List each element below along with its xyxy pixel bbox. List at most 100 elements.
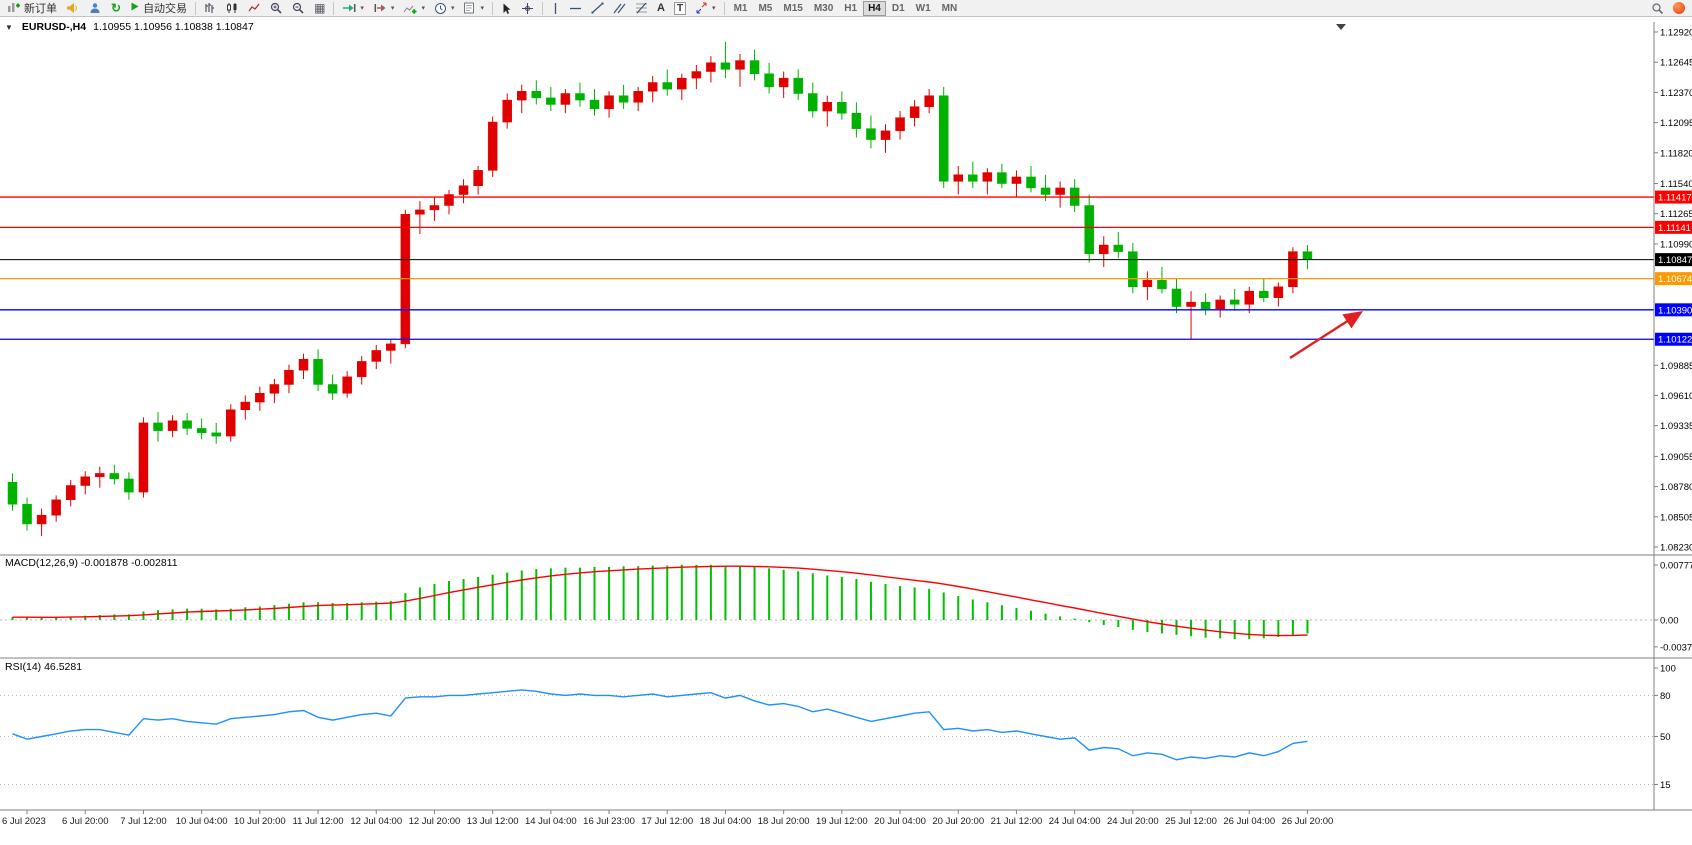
candle[interactable]: [793, 69, 803, 101]
indicators-icon[interactable]: ▾: [399, 0, 429, 17]
period-clock-icon[interactable]: ▾: [430, 0, 459, 17]
timeframe-h1[interactable]: H1: [839, 1, 862, 16]
candle[interactable]: [240, 395, 251, 420]
timeframe-m15[interactable]: M15: [778, 1, 807, 16]
candle[interactable]: [1186, 291, 1196, 340]
auto-scroll-icon[interactable]: ▾: [338, 0, 368, 17]
candle[interactable]: [575, 82, 585, 107]
candle[interactable]: [298, 353, 309, 379]
candle[interactable]: [342, 371, 352, 398]
one-click-trading-toggle[interactable]: ▼: [5, 22, 13, 32]
time-axis[interactable]: [0, 810, 1692, 845]
candle[interactable]: [633, 86, 643, 112]
refresh-icon[interactable]: ↻: [111, 1, 122, 15]
candle[interactable]: [691, 64, 702, 90]
chart-canvas[interactable]: 0.0077750.00-0.0037971008050151.114171.1…: [0, 17, 1692, 845]
candle[interactable]: [1288, 247, 1298, 294]
zoom-out-icon[interactable]: [288, 0, 309, 17]
candle[interactable]: [429, 196, 440, 221]
candle[interactable]: [458, 179, 469, 204]
candle[interactable]: [808, 82, 818, 118]
cursor-icon[interactable]: [497, 0, 516, 17]
trend-arrow[interactable]: [1289, 311, 1364, 360]
bar-chart-icon[interactable]: [200, 0, 221, 17]
candle[interactable]: [313, 349, 323, 392]
candle[interactable]: [604, 91, 614, 118]
candle[interactable]: [65, 480, 76, 507]
arrows-tool-icon[interactable]: ▾: [691, 0, 720, 17]
tile-windows-icon[interactable]: ▦: [314, 1, 326, 15]
timeframe-m30[interactable]: M30: [809, 1, 838, 16]
candle[interactable]: [968, 161, 978, 188]
candle[interactable]: [182, 413, 192, 436]
timeframe-h4[interactable]: H4: [863, 0, 886, 16]
candle[interactable]: [706, 56, 716, 83]
candle[interactable]: [982, 168, 993, 195]
candle[interactable]: [647, 75, 658, 103]
candle[interactable]: [444, 190, 454, 215]
candle[interactable]: [1157, 266, 1167, 294]
line-chart-icon[interactable]: [244, 0, 265, 17]
candle[interactable]: [1055, 181, 1065, 208]
fibonacci-tool-icon[interactable]: [631, 0, 652, 17]
candle[interactable]: [895, 111, 905, 140]
macd-histogram[interactable]: [11, 564, 1309, 640]
candle[interactable]: [153, 411, 163, 442]
notification-badge[interactable]: [1673, 2, 1685, 14]
timeframe-d1[interactable]: D1: [887, 1, 910, 16]
candle[interactable]: [546, 86, 556, 112]
candle[interactable]: [1302, 245, 1313, 270]
candlestick-chart-icon[interactable]: [222, 0, 243, 17]
candle[interactable]: [589, 89, 600, 116]
candle[interactable]: [502, 93, 512, 129]
candle[interactable]: [269, 378, 280, 404]
candle[interactable]: [764, 62, 774, 94]
candle[interactable]: [938, 86, 949, 188]
rsi-line[interactable]: [12, 689, 1308, 761]
candle[interactable]: [662, 69, 672, 96]
autotrading-button[interactable]: 自动交易: [126, 0, 191, 17]
candle[interactable]: [1200, 293, 1211, 316]
candle[interactable]: [487, 116, 498, 177]
candle[interactable]: [924, 89, 934, 114]
candle[interactable]: [1084, 194, 1094, 263]
candle[interactable]: [749, 49, 760, 81]
timeframe-m5[interactable]: M5: [753, 1, 777, 16]
candle[interactable]: [822, 95, 833, 127]
candle[interactable]: [531, 80, 542, 105]
candle[interactable]: [560, 89, 571, 114]
candle[interactable]: [386, 339, 396, 364]
candle[interactable]: [226, 404, 236, 442]
candle[interactable]: [95, 466, 105, 488]
candle[interactable]: [138, 417, 149, 498]
trendline-tool-icon[interactable]: [587, 0, 608, 17]
candle[interactable]: [1215, 295, 1225, 318]
candle[interactable]: [1229, 288, 1240, 311]
candle[interactable]: [735, 53, 745, 87]
text-tool-icon[interactable]: A: [656, 2, 665, 14]
candle[interactable]: [327, 374, 338, 400]
candle[interactable]: [909, 100, 920, 127]
candle[interactable]: [953, 165, 963, 195]
profile-icon[interactable]: [85, 0, 106, 17]
candle[interactable]: [677, 73, 687, 101]
candle[interactable]: [167, 415, 178, 438]
label-tool-icon[interactable]: T: [670, 0, 690, 17]
candle[interactable]: [1259, 277, 1269, 303]
candle[interactable]: [1244, 286, 1254, 314]
candles-layer[interactable]: [7, 41, 1313, 537]
candle[interactable]: [866, 115, 876, 149]
candle[interactable]: [851, 102, 862, 138]
price-axis[interactable]: [1654, 22, 1692, 810]
candle[interactable]: [1011, 170, 1022, 197]
candle[interactable]: [720, 41, 731, 79]
chart-shift-icon[interactable]: ▾: [369, 0, 399, 17]
horizontal-line-tool-icon[interactable]: [565, 0, 586, 17]
crosshair-icon[interactable]: [517, 0, 538, 17]
candle[interactable]: [1273, 282, 1284, 307]
candle[interactable]: [196, 418, 207, 440]
candle[interactable]: [1069, 179, 1080, 213]
templates-icon[interactable]: ▾: [459, 0, 488, 17]
candle[interactable]: [618, 84, 629, 109]
macd-signal-line[interactable]: [12, 565, 1308, 637]
